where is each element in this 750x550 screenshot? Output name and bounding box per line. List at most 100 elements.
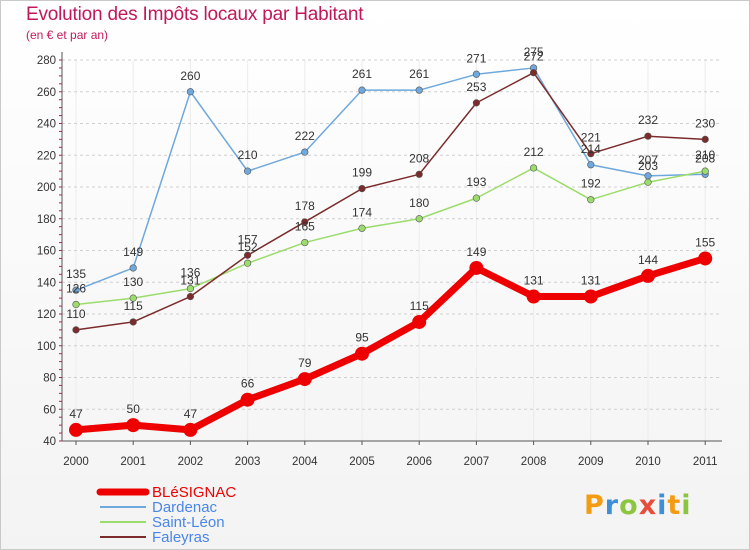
data-label: 126 xyxy=(66,281,86,295)
series-line-dardenac xyxy=(75,67,706,291)
data-point xyxy=(472,99,481,107)
data-point xyxy=(301,148,309,156)
data-label: 131 xyxy=(524,274,544,288)
data-label: 199 xyxy=(352,166,372,180)
data-label: 260 xyxy=(180,69,200,83)
data-point xyxy=(526,289,541,304)
x-tick-label: 2011 xyxy=(693,456,718,468)
data-point xyxy=(240,392,255,407)
x-tick-label: 2000 xyxy=(63,456,89,468)
y-tick-label: 40 xyxy=(43,436,56,448)
data-point xyxy=(472,70,481,78)
data-label: 193 xyxy=(466,175,486,189)
data-label: 232 xyxy=(638,113,658,127)
data-point xyxy=(186,285,194,293)
series-line-faleyras xyxy=(75,71,706,331)
y-tick-label: 160 xyxy=(37,246,56,258)
data-label: 66 xyxy=(241,377,255,391)
data-label: 230 xyxy=(695,116,715,130)
y-tick-label: 200 xyxy=(37,182,56,194)
data-point xyxy=(297,372,312,387)
data-point xyxy=(415,215,423,223)
data-label: 47 xyxy=(69,407,83,421)
data-label: 157 xyxy=(238,232,258,246)
data-point xyxy=(412,314,427,329)
data-label: 131 xyxy=(180,274,200,288)
y-tick-label: 280 xyxy=(37,55,56,67)
x-tick-label: 2007 xyxy=(464,456,490,468)
data-label: 253 xyxy=(466,80,486,94)
y-tick-label: 100 xyxy=(37,341,56,353)
data-label: 47 xyxy=(184,407,198,421)
data-label: 180 xyxy=(409,196,429,210)
data-label: 261 xyxy=(409,67,429,81)
y-tick-label: 240 xyxy=(37,119,56,131)
data-label: 221 xyxy=(581,131,601,145)
data-point xyxy=(244,167,252,175)
data-label: 271 xyxy=(466,51,486,65)
data-label: 149 xyxy=(466,245,486,259)
data-point xyxy=(469,260,484,275)
data-label: 261 xyxy=(352,67,372,81)
data-point xyxy=(186,88,194,96)
y-tick-label: 180 xyxy=(37,214,56,226)
data-point xyxy=(244,251,252,259)
data-point xyxy=(529,69,538,77)
data-point xyxy=(186,292,194,301)
data-point xyxy=(644,132,652,140)
proxiti-logo: Proxiti xyxy=(584,490,692,521)
data-point xyxy=(641,268,655,283)
data-label: 174 xyxy=(352,205,372,219)
data-point xyxy=(129,264,137,272)
data-point xyxy=(129,318,137,326)
data-label: 50 xyxy=(127,402,141,416)
data-label: 207 xyxy=(638,153,658,167)
data-label: 115 xyxy=(410,299,429,313)
x-tick-label: 2004 xyxy=(292,456,318,468)
data-point xyxy=(587,150,595,158)
series-line-saint-l-on xyxy=(75,167,706,306)
data-point xyxy=(69,422,83,437)
data-label: 208 xyxy=(409,151,429,165)
data-label: 214 xyxy=(581,142,601,156)
x-tick-label: 2010 xyxy=(635,456,661,468)
data-label: 110 xyxy=(66,307,85,321)
data-point xyxy=(72,326,80,334)
series-line-bl-signac xyxy=(72,254,709,434)
y-tick-label: 140 xyxy=(37,277,56,289)
data-point xyxy=(244,259,252,267)
y-tick-label: 260 xyxy=(37,87,56,99)
data-label: 131 xyxy=(581,274,601,288)
data-point xyxy=(301,218,309,226)
data-point xyxy=(129,294,137,302)
x-tick-label: 2008 xyxy=(521,456,547,468)
data-label: 212 xyxy=(524,145,544,159)
chart-title: Evolution des Impôts locaux par Habitant xyxy=(26,4,364,25)
y-tick-label: 120 xyxy=(37,309,56,321)
data-point xyxy=(587,161,595,169)
x-tick-label: 2001 xyxy=(120,456,146,468)
data-point xyxy=(583,289,598,304)
data-label: 178 xyxy=(295,199,315,213)
data-point xyxy=(701,167,709,175)
data-label: 208 xyxy=(695,151,715,165)
legend-label: Saint-Léon xyxy=(152,514,225,531)
data-point xyxy=(72,286,80,294)
data-label: 152 xyxy=(238,240,258,254)
data-point xyxy=(355,346,369,361)
data-label: 222 xyxy=(295,129,315,143)
data-point xyxy=(183,422,198,437)
data-point xyxy=(415,170,423,178)
data-point xyxy=(126,418,141,433)
data-point xyxy=(358,224,366,232)
data-point xyxy=(644,172,652,180)
x-tick-label: 2002 xyxy=(178,456,204,468)
x-tick-label: 2005 xyxy=(349,456,375,468)
data-label: 130 xyxy=(123,275,143,289)
x-tick-label: 2003 xyxy=(235,456,261,468)
data-label: 203 xyxy=(638,159,658,173)
y-tick-label: 80 xyxy=(43,373,56,385)
x-tick-label: 2006 xyxy=(406,456,432,468)
data-label: 155 xyxy=(695,235,715,249)
